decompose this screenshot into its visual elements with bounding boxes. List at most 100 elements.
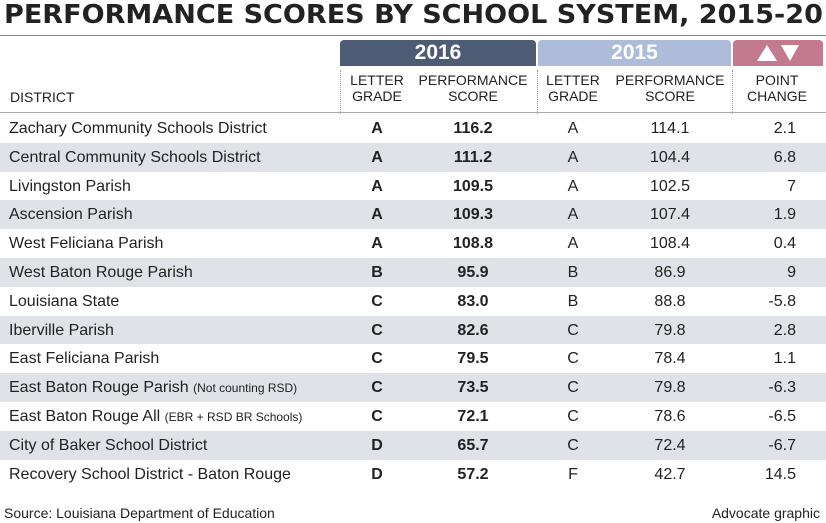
change-header <box>733 40 823 66</box>
header-rule <box>0 112 826 113</box>
district-cell: Livingston Parish <box>9 172 131 201</box>
district-cell: Iberville Parish <box>9 316 114 345</box>
value-cell: C <box>567 379 579 397</box>
column-header: PERFORMANCE SCORE <box>615 72 725 104</box>
district: East Feliciana Parish <box>9 350 160 368</box>
value-cell: A <box>567 235 579 253</box>
up-triangle <box>757 45 777 61</box>
district-cell: East Baton Rouge All (EBR + RSD BR Schoo… <box>9 402 302 432</box>
column-header: DISTRICT <box>10 89 75 105</box>
value-cell: 116.2 <box>453 120 493 137</box>
value-cell: -6.3 <box>768 379 796 397</box>
value-cell: F <box>568 465 578 483</box>
table-row: East Baton Rouge Parish (Not counting RS… <box>0 373 826 402</box>
value-cell: A <box>567 206 579 224</box>
district-cell: Central Community Schools District <box>9 143 261 172</box>
value-cell: C <box>371 292 383 310</box>
value-cell: 78.6 <box>654 408 686 425</box>
value-cell: A <box>371 148 383 166</box>
value-cell: B <box>567 292 579 310</box>
value-cell: 108.8 <box>452 235 494 253</box>
column-header: LETTER GRADE <box>350 72 404 104</box>
district-note: (EBR + RSD BR Schools) <box>164 410 303 424</box>
source: Source: Louisiana Department of Educatio… <box>4 505 275 521</box>
district-note: (Not counting RSD) <box>193 381 298 396</box>
value-cell: 88.8 <box>654 292 686 310</box>
district-cell: Recovery School District - Baton Rouge <box>9 460 291 489</box>
value-cell: 1.9 <box>773 206 796 224</box>
group-header: 2015 <box>538 40 731 66</box>
column-header: POINT CHANGE <box>747 72 807 104</box>
value-cell: C <box>567 436 579 454</box>
district-cell: East Baton Rouge Parish (Not counting RS… <box>9 373 297 403</box>
value-cell: C <box>567 408 579 425</box>
district: West Feliciana Parish <box>9 235 164 253</box>
credit: Advocate graphic <box>711 505 820 521</box>
value-cell: -5.8 <box>768 292 796 310</box>
district-cell: Louisiana State <box>9 287 119 316</box>
district: Ascension Parish <box>9 206 133 224</box>
group-header: 2016 <box>340 40 536 66</box>
district: East Baton Rouge Parish <box>9 379 189 397</box>
value-cell: 2.8 <box>773 321 796 339</box>
district: Zachary Community Schools District <box>9 120 267 137</box>
value-cell: A <box>567 148 579 166</box>
value-cell: 42.7 <box>654 465 686 483</box>
district: Recovery School District - Baton Rouge <box>9 465 291 483</box>
value-cell: A <box>371 206 383 224</box>
district-cell: West Baton Rouge Parish <box>9 258 193 287</box>
value-cell: 79.5 <box>457 350 489 368</box>
value-cell: 0.4 <box>773 235 796 253</box>
value-cell: D <box>371 465 383 483</box>
value-cell: D <box>371 436 383 454</box>
change-icon <box>757 45 799 61</box>
value-cell: C <box>567 321 579 339</box>
column-header: LETTER GRADE <box>546 72 600 104</box>
value-cell: A <box>567 120 579 137</box>
value-cell: 14.5 <box>764 465 796 483</box>
district: West Baton Rouge Parish <box>9 264 193 281</box>
table-row: City of Baker School District D 65.7 C 72.4 -… <box>0 430 826 460</box>
value-cell: 1.1 <box>773 350 796 368</box>
down-triangle <box>781 45 799 61</box>
value-cell: A <box>371 120 383 137</box>
value-cell: B <box>567 264 579 281</box>
district: East Baton Rouge All <box>9 408 161 425</box>
value-cell: 111.2 <box>453 148 493 166</box>
table-row: East Baton Rouge All (EBR + RSD BR Schoo… <box>0 402 826 431</box>
value-cell: 2.1 <box>773 120 796 137</box>
value-cell: 102.5 <box>649 177 691 195</box>
value-cell: -6.7 <box>768 436 796 454</box>
value-cell: 72.4 <box>654 436 686 454</box>
table-row: East Feliciana Parish C 79.5 C 78.4 1.1 <box>0 344 826 374</box>
district-cell: Ascension Parish <box>9 200 133 229</box>
value-cell: 7 <box>787 177 796 195</box>
value-cell: C <box>371 350 383 368</box>
value-cell: 108.4 <box>649 235 691 253</box>
value-cell: 104.4 <box>649 148 691 166</box>
district-cell: East Feliciana Parish <box>9 344 159 373</box>
value-cell: 79.8 <box>654 379 686 397</box>
table-row: Recovery School District - Baton Rouge D 5… <box>0 459 826 489</box>
value-cell: 79.8 <box>654 321 686 339</box>
table-row: West Baton Rouge Parish B 95.9 B 86.9 9 <box>0 258 826 287</box>
value-cell: 57.2 <box>457 465 489 483</box>
value-cell: 72.1 <box>457 408 489 425</box>
value-cell: C <box>371 379 383 397</box>
value-cell: 95.9 <box>457 264 489 281</box>
district: Louisiana State <box>9 292 120 310</box>
value-cell: A <box>567 177 579 195</box>
title: PERFORMANCE SCORES BY SCHOOL SYSTEM, 201… <box>4 0 826 30</box>
value-cell: 107.4 <box>649 206 691 224</box>
district-cell: West Feliciana Parish <box>9 229 163 258</box>
district: Iberville Parish <box>9 321 114 339</box>
value-cell: A <box>371 235 383 253</box>
value-cell: C <box>567 350 579 368</box>
district: City of Baker School District <box>9 436 208 454</box>
table-row: Iberville Parish C 82.6 C 79.8 2.8 <box>0 315 826 345</box>
table-row: Louisiana State C 83.0 B 88.8 -5.8 <box>0 286 826 316</box>
table-row: Ascension Parish A 109.3 A 107.4 1.9 <box>0 200 826 230</box>
district: Livingston Parish <box>9 177 131 195</box>
district-cell: Zachary Community Schools District <box>9 114 267 143</box>
